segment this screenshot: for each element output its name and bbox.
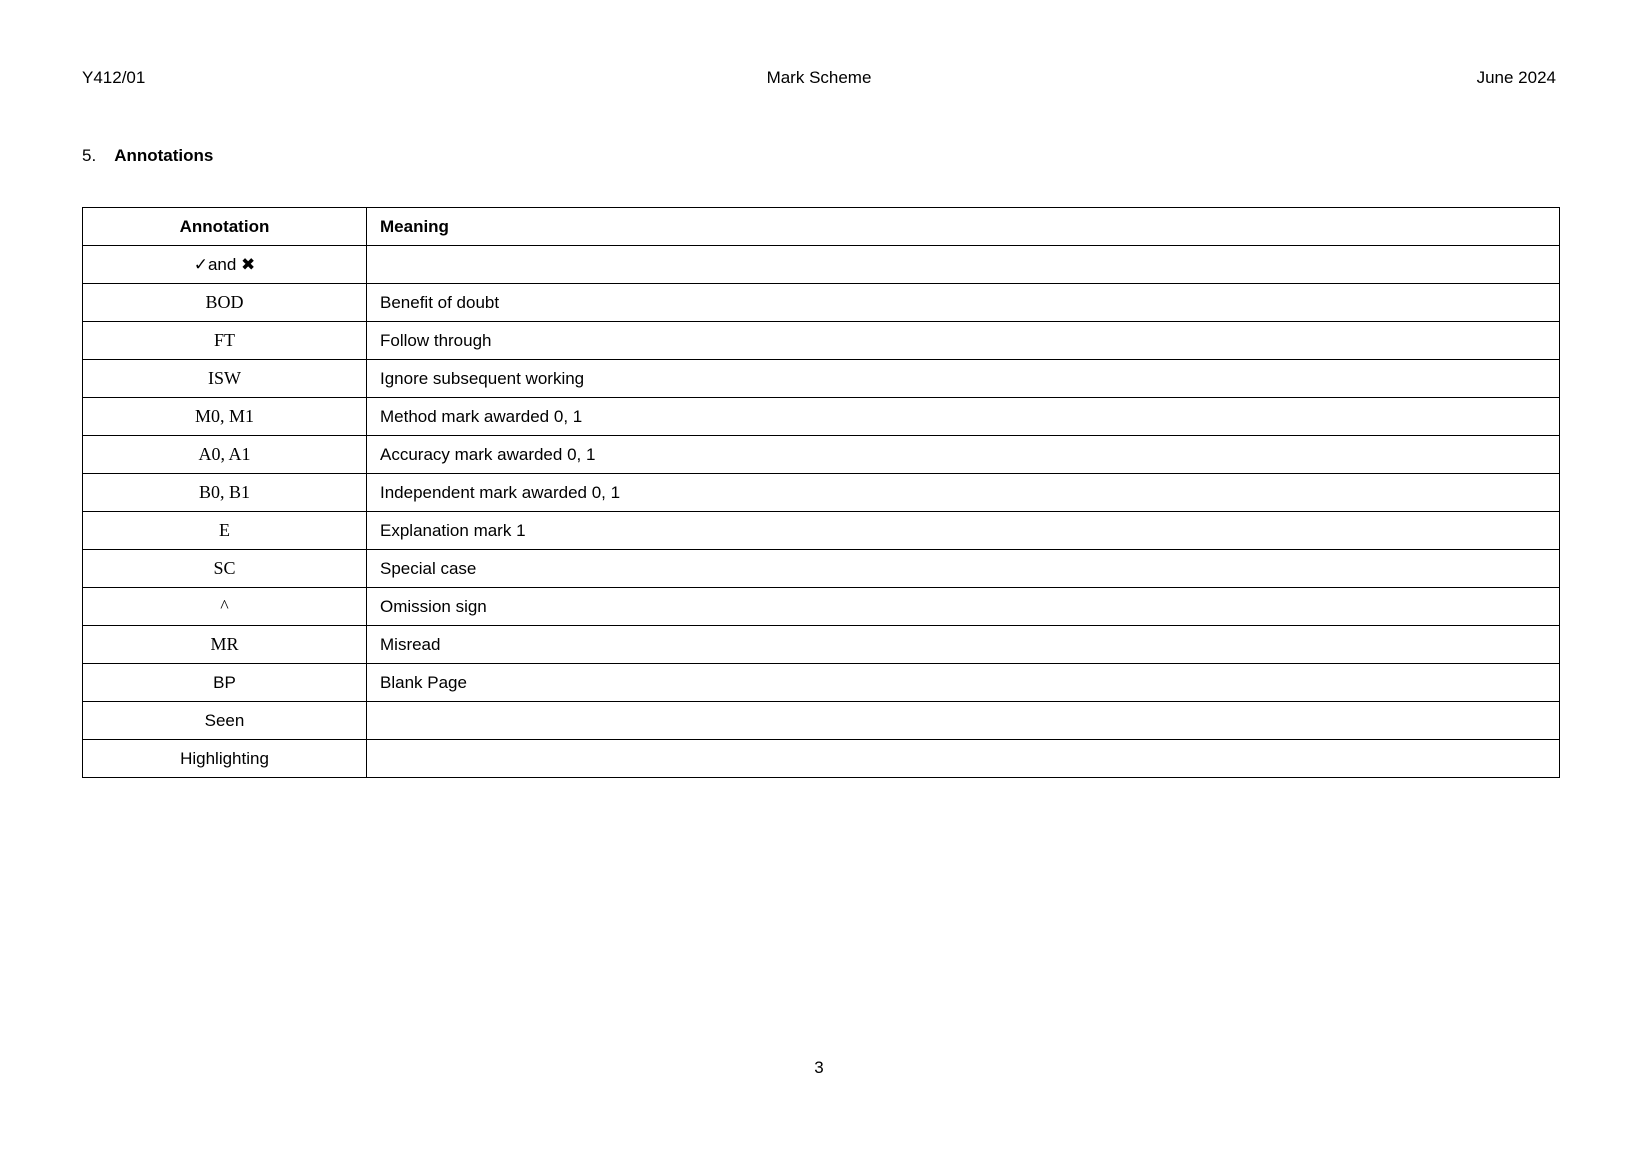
meaning-cell: Special case <box>366 549 1560 588</box>
section-number: 5. <box>82 146 97 165</box>
document-title: Mark Scheme <box>766 68 872 87</box>
meaning-cell: Independent mark awarded 0, 1 <box>366 473 1560 512</box>
table-header-row: Annotation Meaning <box>82 207 1560 246</box>
meaning-cell: Accuracy mark awarded 0, 1 <box>366 435 1560 474</box>
page-number: 3 <box>814 1058 824 1077</box>
annotation-cell: Seen <box>82 701 367 740</box>
annotation-cell: M0, M1 <box>82 397 367 436</box>
table-row: ✓and ✖ <box>82 245 1560 284</box>
meaning-cell: Misread <box>366 625 1560 664</box>
section-heading: 5. Annotations <box>82 146 213 166</box>
annotation-cell: MR <box>82 625 367 664</box>
table-row: MR Misread <box>82 625 1560 664</box>
annotation-cell: BOD <box>82 283 367 322</box>
table-row: B0, B1 Independent mark awarded 0, 1 <box>82 473 1560 512</box>
table-row: A0, A1 Accuracy mark awarded 0, 1 <box>82 435 1560 474</box>
annotation-cell: B0, B1 <box>82 473 367 512</box>
table-row: M0, M1 Method mark awarded 0, 1 <box>82 397 1560 436</box>
annotation-cell: SC <box>82 549 367 588</box>
meaning-cell: Follow through <box>366 321 1560 360</box>
meaning-cell: Omission sign <box>366 587 1560 626</box>
table-row: BP Blank Page <box>82 663 1560 702</box>
meaning-cell <box>366 701 1560 740</box>
annotations-table: Annotation Meaning ✓and ✖ BOD Benefit of… <box>82 207 1560 778</box>
annotation-cell: ISW <box>82 359 367 398</box>
meaning-cell: Explanation mark 1 <box>366 511 1560 550</box>
table-row: BOD Benefit of doubt <box>82 283 1560 322</box>
meaning-cell <box>366 245 1560 284</box>
meaning-cell <box>366 739 1560 778</box>
section-title: Annotations <box>114 146 214 165</box>
table-row: E Explanation mark 1 <box>82 511 1560 550</box>
table-row: Seen <box>82 701 1560 740</box>
table-row: Highlighting <box>82 739 1560 778</box>
paper-code: Y412/01 <box>82 68 146 87</box>
meaning-cell: Blank Page <box>366 663 1560 702</box>
column-header-meaning: Meaning <box>366 207 1560 246</box>
annotation-cell: ✓and ✖ <box>82 245 367 284</box>
annotation-cell: E <box>82 511 367 550</box>
column-header-annotation: Annotation <box>82 207 367 246</box>
table-row: ^ Omission sign <box>82 587 1560 626</box>
meaning-cell: Method mark awarded 0, 1 <box>366 397 1560 436</box>
meaning-cell: Ignore subsequent working <box>366 359 1560 398</box>
meaning-cell: Benefit of doubt <box>366 283 1560 322</box>
document-header: Mark Scheme Y412/01 June 2024 <box>82 68 1556 88</box>
table-row: ISW Ignore subsequent working <box>82 359 1560 398</box>
annotation-cell: ^ <box>82 587 367 626</box>
table-row: FT Follow through <box>82 321 1560 360</box>
annotation-cell: FT <box>82 321 367 360</box>
annotation-cell: Highlighting <box>82 739 367 778</box>
annotation-cell: BP <box>82 663 367 702</box>
exam-session: June 2024 <box>1476 68 1556 87</box>
annotation-cell: A0, A1 <box>82 435 367 474</box>
table-row: SC Special case <box>82 549 1560 588</box>
